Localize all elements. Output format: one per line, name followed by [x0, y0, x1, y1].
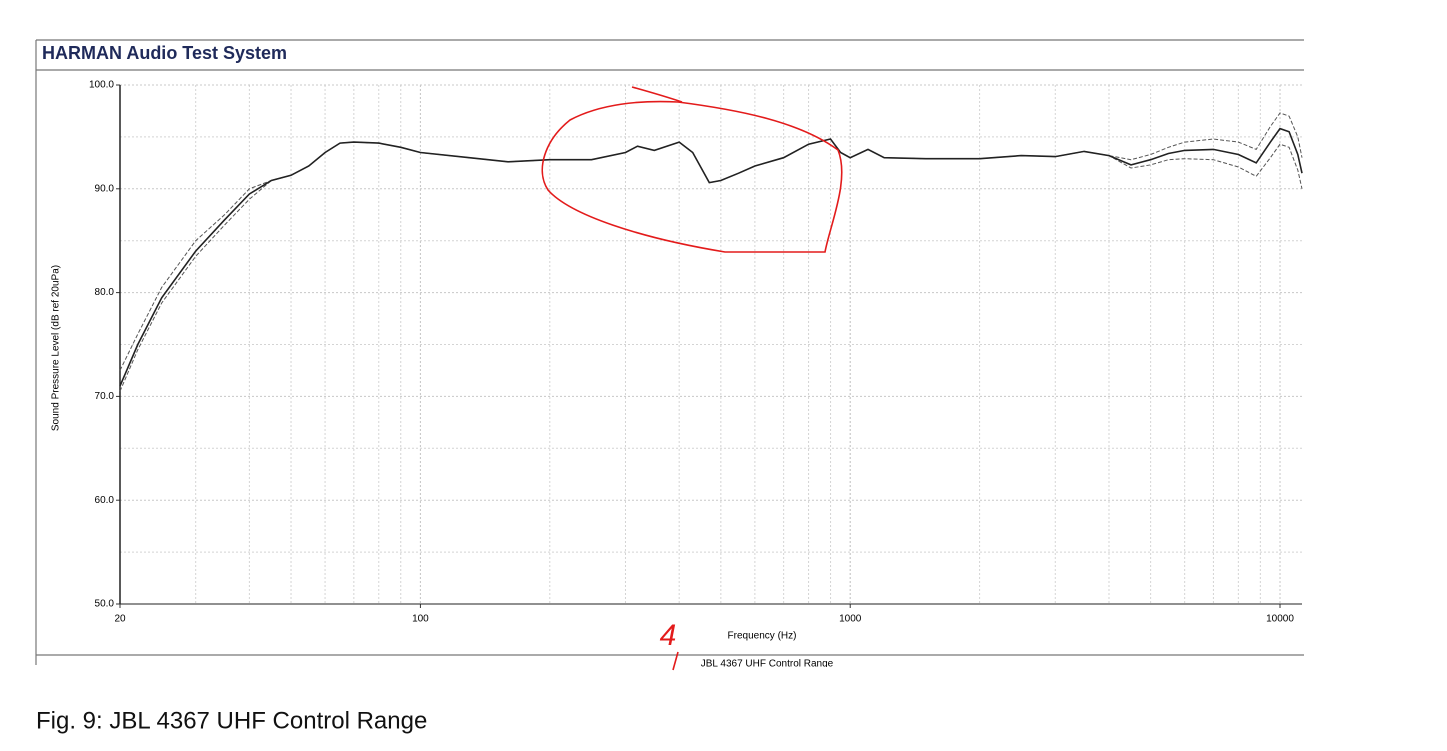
red-markup [541, 86, 843, 671]
window-frame [35, 39, 1304, 665]
x-tick-label: 20 [114, 614, 126, 625]
series-line [119, 112, 1303, 371]
y-tick-label: 70.0 [95, 391, 115, 402]
annotation: 4 [660, 619, 677, 652]
x-tick-label: 1000 [839, 614, 862, 625]
y-tick-label: 100.0 [89, 80, 114, 91]
subtitle: JBL 4367 UHF Control Range [701, 659, 834, 670]
series-line [119, 138, 1303, 392]
x-axis-label: Frequency (Hz) [728, 631, 797, 642]
caption: Fig. 9: JBL 4367 UHF Control Range [36, 707, 427, 734]
window-title: HARMAN Audio Test System [42, 43, 287, 63]
y-tick-label: 60.0 [95, 495, 115, 506]
y-tick-label: 80.0 [95, 287, 115, 298]
x-tick-label: 10000 [1266, 614, 1294, 625]
plot: 50.0 60.0 70.0 80.0 90.0 100.0 20 100 1000 10000 [89, 80, 1303, 625]
x-tick-label: 100 [412, 614, 429, 625]
y-axis-label: Sound Pressure Level (dB ref 20uPa) [51, 265, 62, 431]
series-line [119, 127, 1303, 387]
y-tick-label: 50.0 [95, 599, 115, 610]
y-tick-label: 90.0 [95, 183, 115, 194]
